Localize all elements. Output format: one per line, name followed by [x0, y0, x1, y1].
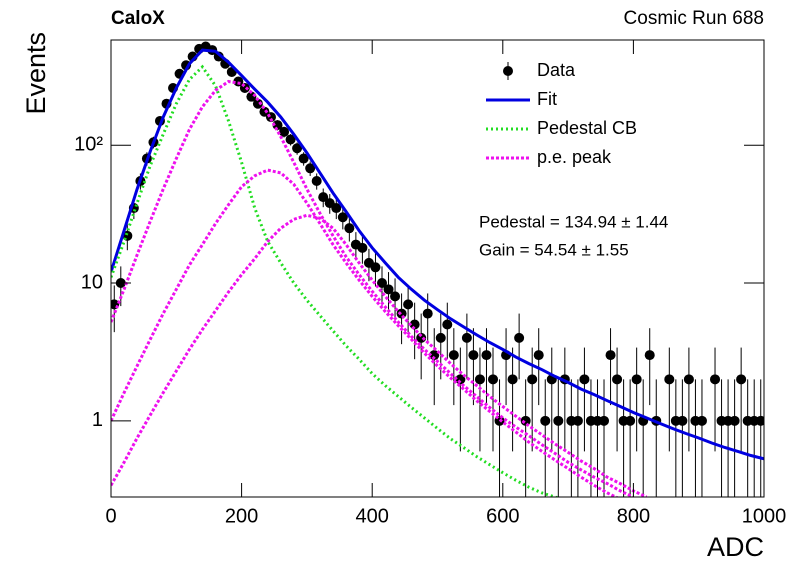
data-point: [252, 98, 263, 109]
x-tick-label: 200: [225, 505, 258, 527]
data-point: [527, 374, 538, 385]
curve: [111, 79, 635, 497]
data-point: [696, 415, 707, 426]
annotation: Gain = 54.54 ± 1.55: [479, 240, 629, 259]
x-tick-label: 600: [486, 505, 519, 527]
y-tick-label: 10: [81, 271, 103, 293]
data-point: [305, 163, 316, 174]
data-point: [631, 374, 642, 385]
x-tick-label: 800: [617, 505, 650, 527]
data-point: [390, 291, 401, 302]
plot-area: [111, 41, 764, 497]
data-point: [729, 415, 740, 426]
data-point: [272, 120, 283, 131]
data-point: [409, 319, 420, 330]
data-point: [213, 51, 224, 62]
data-point: [318, 192, 329, 203]
data-point: [474, 374, 485, 385]
data-point: [233, 76, 244, 87]
data-point: [683, 374, 694, 385]
data-point: [298, 153, 309, 164]
y-axis-label: Events: [21, 32, 51, 115]
data-point: [664, 374, 675, 385]
data-point: [370, 262, 381, 273]
data-point: [292, 143, 303, 154]
data-point: [710, 374, 721, 385]
data-point: [429, 350, 440, 361]
x-tick-label: 0: [105, 505, 116, 527]
data-point: [605, 350, 616, 361]
data-point: [435, 332, 446, 343]
data-point: [553, 415, 564, 426]
annotation: Pedestal = 134.94 ± 1.44: [479, 212, 668, 231]
data-point: [736, 374, 747, 385]
x-tick-label: 400: [356, 505, 389, 527]
data-point: [279, 126, 290, 137]
data-point: [461, 332, 472, 343]
data-point: [357, 242, 368, 253]
data-point: [403, 299, 414, 310]
x-tick-label: 1000: [742, 505, 787, 527]
data-point: [540, 415, 551, 426]
data-point: [337, 212, 348, 223]
x-axis-label: ADC: [707, 532, 764, 562]
data-point: [468, 350, 479, 361]
legend-label: p.e. peak: [537, 147, 612, 167]
data-point: [579, 374, 590, 385]
data-point: [644, 350, 655, 361]
data-point: [383, 284, 394, 295]
data-point: [533, 350, 544, 361]
data-point: [507, 374, 518, 385]
data-point: [572, 415, 583, 426]
data-point: [422, 308, 433, 319]
data-point: [677, 415, 688, 426]
frame: [110, 39, 765, 498]
data-point: [285, 134, 296, 145]
legend-marker: [503, 66, 513, 76]
data-point: [376, 278, 387, 289]
data-point: [481, 350, 492, 361]
curve: [111, 48, 764, 461]
chart-subtitle: Cosmic Run 688: [624, 8, 764, 29]
y-tick-label: 10²: [74, 133, 103, 155]
data-point: [612, 374, 623, 385]
data-point: [448, 350, 459, 361]
chart-title: CaloX: [111, 8, 165, 29]
data-point: [442, 319, 453, 330]
data-point: [599, 415, 610, 426]
data-point: [331, 203, 342, 214]
legend-label: Pedestal CB: [537, 118, 637, 138]
curve: [111, 168, 620, 497]
data-point: [344, 223, 355, 234]
curve: [111, 213, 648, 497]
data-point: [311, 175, 322, 186]
data-point: [488, 374, 499, 385]
data-point: [625, 415, 636, 426]
y-tick-label: 1: [92, 409, 103, 431]
data-point: [514, 332, 525, 343]
legend-label: Fit: [537, 89, 557, 109]
legend-label: Data: [537, 60, 576, 80]
